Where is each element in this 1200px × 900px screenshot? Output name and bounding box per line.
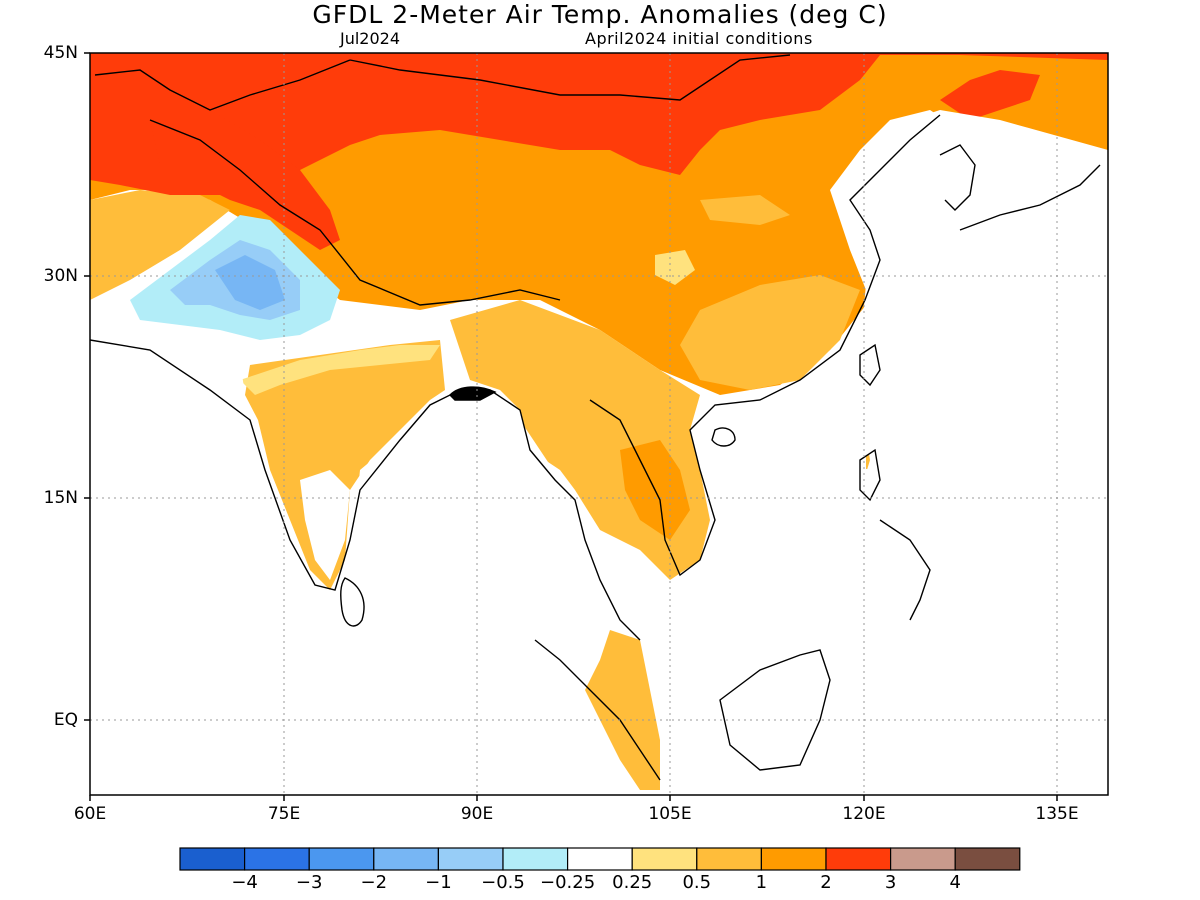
- colorbar-swatch: [373, 847, 439, 871]
- colorbar-label: 3: [884, 872, 897, 893]
- colorbar-label: −0.5: [481, 872, 525, 893]
- colorbar-swatch: [308, 847, 375, 871]
- region-india-neutral: [90, 320, 245, 395]
- region-south-asia-warm: [90, 190, 230, 300]
- region-india-mild: [240, 345, 440, 395]
- lat-label-45n: 45N: [43, 43, 78, 63]
- colorbar-swatch: [696, 847, 762, 871]
- colorbar-label: −2: [360, 872, 388, 893]
- colorbar-label: −3: [295, 872, 323, 893]
- colorbar-swatch: [502, 847, 569, 871]
- colorbar-label: −1: [425, 872, 452, 893]
- lat-label-30n: 30N: [43, 266, 78, 286]
- colorbar-swatch: [566, 847, 633, 871]
- colorbar-swatch: [437, 847, 504, 871]
- colorbar-label: −0.25: [540, 872, 596, 893]
- region-india-warm: [245, 340, 445, 590]
- colorbar-swatch: [889, 847, 956, 871]
- graticule: [90, 53, 1108, 795]
- lat-label-eq: EQ: [53, 710, 78, 730]
- forecast-month: Jul2024: [340, 29, 401, 48]
- colorbar-swatch: [631, 847, 698, 871]
- colorbar-swatch: [825, 847, 892, 871]
- colorbar-swatch: [244, 847, 310, 871]
- colorbar-label: 2: [820, 872, 832, 893]
- colorbar-label: 0.25: [612, 872, 653, 893]
- region-malaya-warm: [585, 630, 660, 790]
- lon-label-105e: 105E: [648, 804, 692, 824]
- lon-label-120e: 120E: [842, 804, 886, 824]
- lon-label-90e: 90E: [460, 804, 494, 824]
- lon-label-135e: 135E: [1035, 804, 1079, 824]
- region-tibet-mild: [700, 195, 790, 225]
- colorbar-swatch: [954, 847, 1021, 871]
- colorbar-label: 4: [949, 872, 961, 893]
- coastlines: [90, 54, 1101, 781]
- region-china-east-warm: [680, 275, 860, 390]
- colorbar-label: 1: [755, 872, 768, 893]
- colorbar-label: −4: [231, 872, 258, 893]
- region-nw-india-colder: [215, 255, 285, 310]
- colorbar-swatch: [179, 847, 246, 871]
- region-bay-ocean: [90, 395, 600, 795]
- axis-ticks: [84, 52, 1058, 801]
- anomaly-field: [90, 53, 1108, 795]
- initial-conditions: April2024 initial conditions: [585, 29, 813, 48]
- colorbar-swatch: [760, 847, 827, 871]
- lon-label-75e: 75E: [267, 804, 301, 824]
- colorbar-label: 0.5: [682, 872, 712, 893]
- region-south-china-sea: [700, 395, 850, 640]
- region-korea-hot: [940, 70, 1040, 120]
- map-frame: [89, 52, 1109, 796]
- chart-title: GFDL 2-Meter Air Temp. Anomalies (deg C): [312, 0, 888, 29]
- lon-label-60e: 60E: [73, 804, 107, 824]
- colorbar: [179, 847, 1021, 871]
- region-north-hot: [90, 53, 1108, 195]
- lat-label-15n: 15N: [43, 488, 78, 508]
- region-pakistan-hot: [150, 110, 340, 250]
